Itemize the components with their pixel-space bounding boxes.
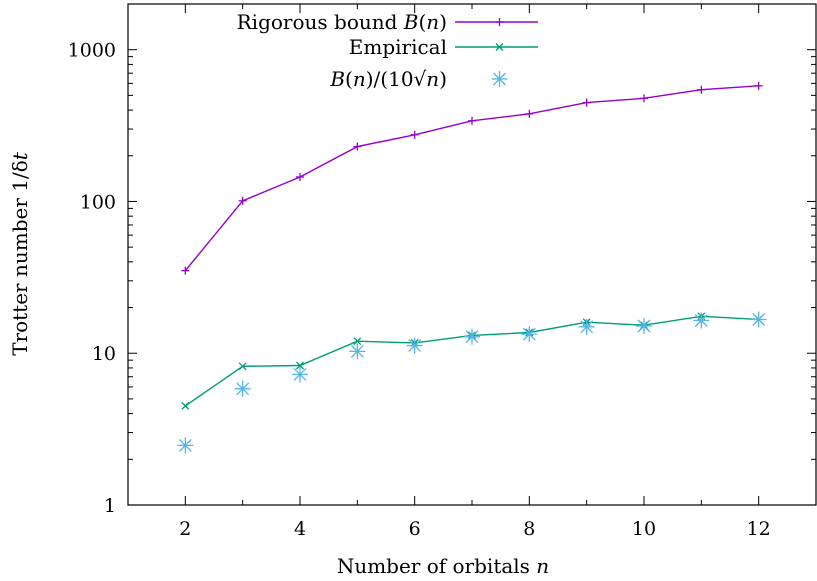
data-point bbox=[234, 380, 251, 397]
data-point bbox=[464, 328, 480, 345]
data-point bbox=[636, 317, 652, 334]
x-tick-label: 4 bbox=[294, 518, 306, 540]
y-tick-label: 1 bbox=[104, 495, 116, 517]
data-point bbox=[181, 266, 190, 275]
data-point bbox=[410, 130, 419, 139]
series-3 bbox=[177, 311, 767, 454]
y-axis-title: Trotter number 1/δt bbox=[8, 151, 32, 356]
data-point bbox=[582, 98, 591, 107]
data-point bbox=[353, 337, 362, 346]
data-point bbox=[296, 361, 304, 370]
data-point bbox=[296, 172, 304, 181]
data-point bbox=[353, 142, 362, 151]
data-point bbox=[750, 311, 767, 328]
data-point bbox=[292, 366, 308, 383]
data-point bbox=[521, 326, 538, 343]
data-point bbox=[468, 116, 476, 125]
legend-label: B(n)/(10√n) bbox=[329, 67, 447, 91]
data-point bbox=[238, 196, 247, 205]
series-layer bbox=[177, 81, 767, 454]
data-point bbox=[181, 401, 190, 410]
series-2 bbox=[181, 312, 763, 410]
data-point bbox=[525, 109, 534, 118]
legend-label: Rigorous bound B(n) bbox=[237, 10, 447, 34]
data-point bbox=[693, 312, 710, 329]
plot-frame-group bbox=[127, 3, 817, 506]
data-point bbox=[406, 337, 423, 354]
series-1 bbox=[181, 81, 763, 275]
data-point bbox=[754, 81, 763, 90]
plot-frame bbox=[127, 3, 817, 506]
x-axis-title: Number of orbitals n bbox=[337, 554, 549, 578]
y-tick-label: 100 bbox=[80, 191, 116, 213]
y-tick-label: 1000 bbox=[68, 40, 116, 62]
x-tick-label: 12 bbox=[747, 518, 771, 540]
y-tick-label: 10 bbox=[92, 343, 116, 365]
data-point bbox=[177, 437, 194, 454]
legend: Rigorous bound B(n)Empirical B(n)/(10√n) bbox=[237, 10, 538, 91]
legend-swatch-marker bbox=[495, 18, 504, 26]
legend-swatch-marker bbox=[491, 71, 508, 87]
data-point bbox=[578, 318, 595, 335]
x-tick-label: 10 bbox=[632, 518, 656, 540]
ticks: 2 4 6 8 10 12 1 10 100 1000 bbox=[68, 3, 817, 540]
x-tick-label: 8 bbox=[523, 518, 535, 540]
data-point bbox=[640, 94, 648, 103]
x-tick-label: 2 bbox=[179, 518, 191, 540]
x-tick-label: 6 bbox=[409, 518, 421, 540]
series-line bbox=[184, 85, 759, 272]
data-point bbox=[349, 343, 366, 360]
legend-label: Empirical bbox=[349, 35, 447, 59]
data-point bbox=[697, 85, 706, 94]
data-point bbox=[238, 362, 247, 371]
legend-swatch-marker bbox=[495, 43, 504, 51]
